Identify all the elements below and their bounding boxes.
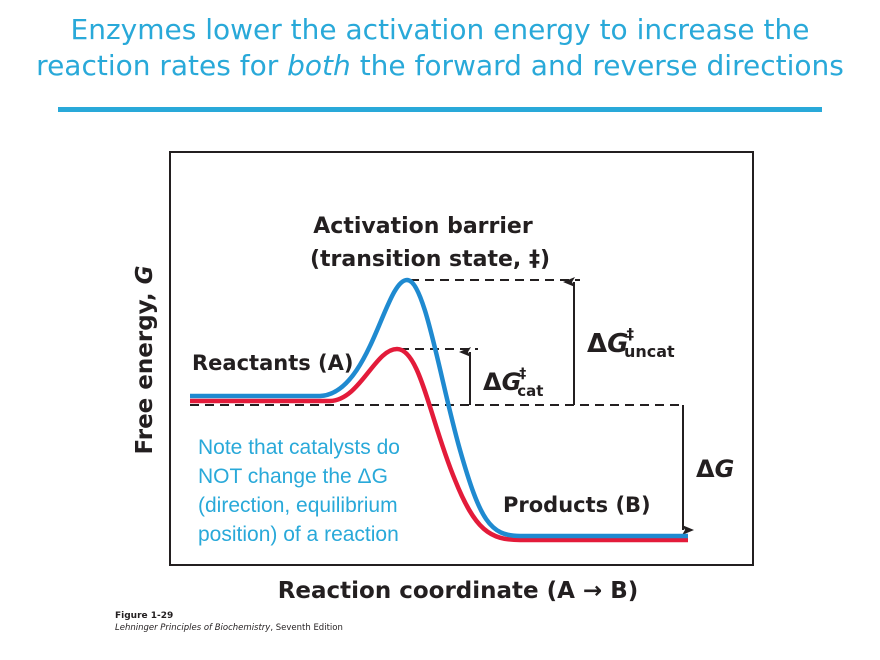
slide-title: Enzymes lower the activation energy to i… [0, 12, 880, 84]
figure-number: Figure 1-29 [115, 611, 173, 621]
plot-frame [169, 151, 754, 566]
note-line: position) of a reaction [198, 523, 399, 546]
note-line: NOT change the ΔG [198, 465, 388, 488]
note-line: (direction, equilibrium [198, 494, 398, 517]
dg-cat-label: ΔG‡ cat [483, 366, 543, 400]
title-divider [58, 107, 822, 112]
title-emphasis: both [287, 49, 351, 82]
note-line: Note that catalysts do [198, 436, 400, 459]
title-line-2: reaction rates for both the forward and … [0, 48, 880, 84]
title-text: the forward and reverse directions [350, 49, 844, 82]
barrier-label-1: Activation barrier [313, 214, 533, 239]
catalyst-note: Note that catalysts do NOT change the ΔG… [198, 436, 400, 546]
y-axis-label: Free energy, G [132, 265, 158, 454]
title-line-1: Enzymes lower the activation energy to i… [70, 13, 810, 46]
x-axis-label: Reaction coordinate (A → B) [278, 578, 639, 604]
title-text: reaction rates for [36, 49, 288, 82]
dg-label: ΔG [696, 455, 734, 483]
reactants-label: Reactants (A) [192, 351, 354, 375]
barrier-label-2: (transition state, ‡) [310, 247, 550, 272]
dg-uncat-label: ΔG‡ uncat [587, 325, 675, 361]
catalyzed-curve [190, 346, 688, 543]
uncatalyzed-curve [190, 277, 688, 539]
products-label: Products (B) [503, 493, 651, 517]
figure-source: Lehninger Principles of Biochemistry, Se… [115, 623, 343, 633]
